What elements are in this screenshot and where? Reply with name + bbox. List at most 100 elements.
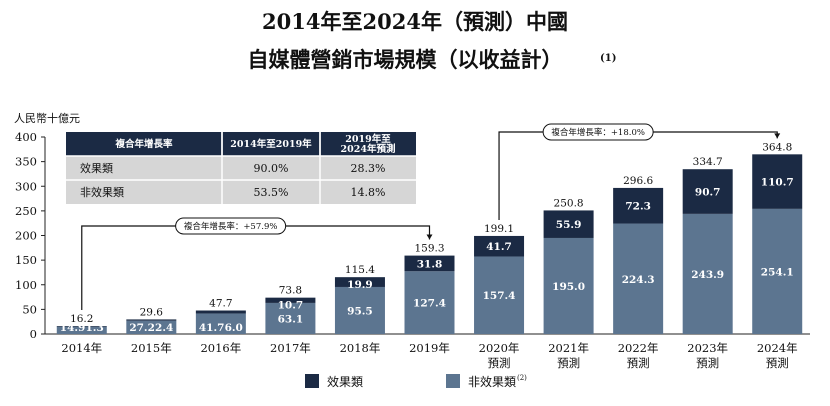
legend-label-effect: 效果類 bbox=[327, 374, 363, 389]
legend-note: (2) bbox=[517, 374, 527, 382]
x-tick-label: 預測 bbox=[696, 356, 719, 370]
bar-non-effect-label: 157.4 bbox=[483, 290, 516, 302]
bar-effect bbox=[265, 297, 316, 303]
bar-total-label: 47.7 bbox=[209, 298, 232, 310]
bar-non-effect bbox=[404, 271, 455, 334]
x-tick-label: 預測 bbox=[488, 356, 511, 370]
table-cell: 90.0% bbox=[254, 162, 289, 175]
bar-effect bbox=[474, 235, 525, 257]
x-tick-label: 2019年 bbox=[409, 341, 450, 355]
bar-non-effect-label: 63.1 bbox=[278, 313, 304, 325]
bar-non-effect-label: 41.7 bbox=[199, 322, 225, 334]
bar-total-label: 296.6 bbox=[623, 175, 653, 187]
x-tick-label: 2014年 bbox=[61, 341, 102, 355]
bar-non-effect-label: 14.9 bbox=[60, 322, 86, 334]
cagr-pill bbox=[542, 123, 654, 141]
y-tick-label: 100 bbox=[15, 278, 37, 292]
cagr-annotations: 複合年增長率：+57.9% 複合年增長率：+18.0% bbox=[81, 123, 781, 311]
bar-non-effect bbox=[543, 237, 594, 334]
table-row bbox=[66, 156, 416, 180]
x-tick-label: 2022年 bbox=[618, 341, 659, 355]
x-tick-label: 2024年 bbox=[757, 341, 798, 355]
bar-non-effect-label: 254.1 bbox=[761, 266, 794, 278]
bar-effect-label: 41.7 bbox=[486, 241, 512, 253]
bar-effect bbox=[613, 187, 664, 224]
cagr-label: 複合年增長率：+18.0% bbox=[551, 127, 645, 138]
bar-effect bbox=[334, 277, 385, 287]
bar-effect bbox=[543, 210, 594, 238]
bar-effect-label: 2.4 bbox=[155, 322, 173, 334]
bar-effect-label: 90.7 bbox=[695, 187, 721, 199]
table-header-cell: 2019年至 bbox=[345, 133, 391, 145]
bar-effect-label: 110.7 bbox=[761, 177, 794, 189]
legend: 效果類 非效果類 (2) bbox=[305, 374, 527, 389]
y-tick-label: 0 bbox=[30, 327, 37, 341]
bar-total-label: 334.7 bbox=[693, 156, 723, 168]
bar-non-effect bbox=[56, 326, 107, 334]
x-tick-label: 2017年 bbox=[270, 341, 311, 355]
bar-total-label: 199.1 bbox=[484, 223, 514, 235]
bar-non-effect bbox=[334, 286, 385, 334]
y-tick-label: 150 bbox=[15, 253, 37, 267]
bar-effect bbox=[404, 255, 455, 272]
bar-non-effect-label: 95.5 bbox=[347, 305, 373, 317]
bar-non-effect bbox=[752, 208, 803, 334]
bar-non-effect bbox=[613, 223, 664, 334]
y-tick-label: 350 bbox=[15, 155, 37, 169]
bar-effect-label: 10.7 bbox=[278, 300, 304, 312]
bar-non-effect bbox=[682, 213, 733, 334]
table-row bbox=[66, 180, 416, 204]
legend-label-non_effect: 非效果類 bbox=[468, 374, 516, 389]
bar-total-label: 250.8 bbox=[554, 197, 584, 209]
y-tick-label: 400 bbox=[15, 130, 37, 144]
chart-title-line2: 自媒體營銷市場規模（以收益計） bbox=[248, 47, 563, 72]
bar-total-label: 73.8 bbox=[279, 285, 302, 297]
bar-effect-label: 6.0 bbox=[225, 322, 243, 334]
bar-effect bbox=[195, 310, 246, 314]
bar-non-effect-label: 195.0 bbox=[552, 281, 585, 293]
bar-total-label: 115.4 bbox=[345, 264, 375, 276]
bar-effect bbox=[752, 154, 803, 209]
x-tick-label: 預測 bbox=[766, 356, 789, 370]
bar-effect-label: 1.3 bbox=[85, 322, 103, 334]
x-tick-label: 2021年 bbox=[548, 341, 589, 355]
x-tick-label: 2020年 bbox=[479, 341, 520, 355]
chart-title-line1: 2014年至2024年（預測）中國 bbox=[262, 9, 568, 34]
bar-non-effect-label: 27.2 bbox=[129, 322, 155, 334]
bar-total-label: 29.6 bbox=[140, 306, 164, 318]
cagr-label: 複合年增長率：+57.9% bbox=[184, 221, 278, 232]
bar-non-effect bbox=[126, 320, 177, 334]
bar-effect-label: 55.9 bbox=[556, 219, 582, 231]
x-tick-label: 預測 bbox=[557, 356, 580, 370]
cagr-arrowhead bbox=[774, 133, 781, 139]
table-header-cell: 2024年預測 bbox=[341, 143, 396, 155]
y-tick-label: 300 bbox=[15, 179, 37, 193]
y-tick-label: 50 bbox=[22, 302, 37, 316]
cagr-pill bbox=[175, 217, 287, 235]
table-cell: 非效果類 bbox=[80, 185, 124, 199]
cagr-arrowhead bbox=[426, 234, 433, 240]
bar-non-effect-label: 243.9 bbox=[691, 269, 724, 281]
table-header-cell: 複合年增長率 bbox=[114, 138, 173, 150]
x-tick-label: 2018年 bbox=[340, 341, 381, 355]
bar-total-label: 364.8 bbox=[762, 141, 792, 153]
bar-total-label: 16.2 bbox=[70, 313, 93, 325]
legend-swatch-effect bbox=[305, 374, 319, 388]
bar-total-label: 159.3 bbox=[414, 243, 444, 255]
bar-effect-label: 72.3 bbox=[625, 201, 651, 213]
x-tick-label: 2023年 bbox=[687, 341, 728, 355]
table-cell: 效果類 bbox=[80, 161, 113, 175]
table-header-cell: 2014年至2019年 bbox=[230, 138, 312, 150]
x-tick-label: 2016年 bbox=[200, 341, 241, 355]
bar-non-effect-label: 224.3 bbox=[622, 274, 655, 286]
bar-non-effect bbox=[474, 256, 525, 334]
table-cell: 28.3% bbox=[351, 162, 386, 175]
bar-effect bbox=[126, 319, 177, 321]
x-tick-label: 預測 bbox=[627, 356, 650, 370]
table-cell: 14.8% bbox=[351, 186, 386, 199]
legend-swatch-non_effect bbox=[446, 374, 460, 388]
y-tick-label: 250 bbox=[15, 204, 37, 218]
y-tick-label: 200 bbox=[15, 229, 37, 243]
